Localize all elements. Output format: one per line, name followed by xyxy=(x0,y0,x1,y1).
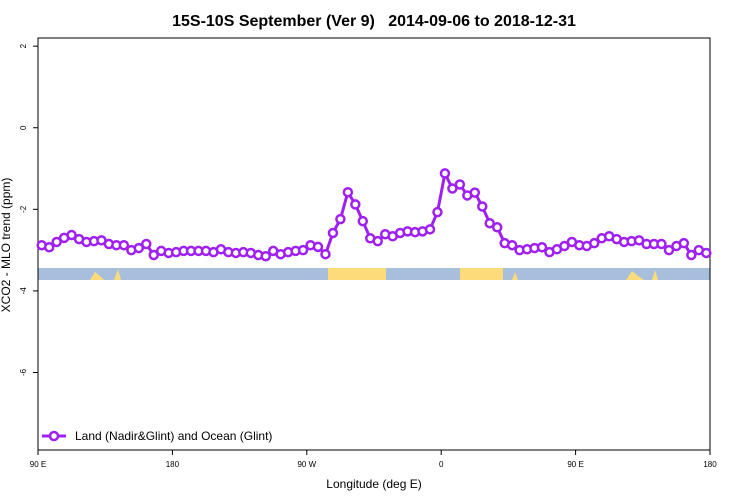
point-marker xyxy=(484,217,495,229)
x-tick-label: 0 xyxy=(439,460,444,469)
point-marker xyxy=(454,179,466,190)
point-marker xyxy=(141,238,152,250)
legend-marker xyxy=(48,430,60,442)
point-marker xyxy=(327,227,339,239)
point-marker xyxy=(66,229,77,241)
x-tick-label: 180 xyxy=(703,460,717,469)
land-band xyxy=(328,268,386,280)
point-marker xyxy=(663,244,675,256)
point-marker xyxy=(506,239,518,251)
point-marker xyxy=(133,242,145,254)
point-marker xyxy=(118,239,130,251)
point-marker xyxy=(372,235,383,247)
x-tick-label: 90 E xyxy=(567,460,583,469)
point-marker xyxy=(559,240,570,252)
point-marker xyxy=(357,215,369,227)
land-band xyxy=(460,268,503,280)
x-tick-label: 180 xyxy=(166,460,180,469)
point-marker xyxy=(477,201,488,212)
point-marker xyxy=(51,236,62,248)
point-marker xyxy=(678,237,690,249)
point-marker xyxy=(656,238,667,250)
point-marker xyxy=(424,224,436,235)
point-marker xyxy=(260,250,271,262)
point-marker xyxy=(335,213,346,225)
y-tick-label: -6 xyxy=(19,368,28,376)
land-ocean-strip xyxy=(38,268,710,280)
point-marker xyxy=(43,242,55,253)
point-marker xyxy=(701,247,712,259)
x-axis-label: Longitude (deg E) xyxy=(326,477,421,491)
point-marker xyxy=(312,241,324,253)
land-patch xyxy=(90,269,658,280)
y-tick-label: -4 xyxy=(19,287,28,295)
chart-title: 15S-10S September (Ver 9) 2014-09-06 to … xyxy=(172,13,576,30)
point-marker xyxy=(350,199,361,210)
point-marker xyxy=(432,206,443,218)
legend: Land (Nadir&Glint) and Ocean (Glint) xyxy=(42,429,272,443)
point-marker xyxy=(297,244,309,256)
y-axis-label: XCO2 - MLO trend (ppm) xyxy=(0,178,13,313)
y-tick-label: 0 xyxy=(19,125,28,130)
point-marker xyxy=(536,242,548,253)
point-marker xyxy=(342,186,354,198)
point-marker xyxy=(148,249,159,261)
y-tick-label: -2 xyxy=(19,205,28,213)
x-tick-label: 90 E xyxy=(30,460,46,469)
point-marker xyxy=(589,237,600,249)
y-tick-label: 2 xyxy=(19,43,28,48)
point-marker xyxy=(447,183,458,194)
point-marker xyxy=(686,249,697,261)
point-marker xyxy=(439,168,451,179)
point-marker xyxy=(469,187,481,198)
legend-label: Land (Nadir&Glint) and Ocean (Glint) xyxy=(75,429,272,443)
point-marker xyxy=(491,222,503,233)
point-marker xyxy=(320,248,331,260)
x-tick-label: 90 W xyxy=(297,460,316,469)
